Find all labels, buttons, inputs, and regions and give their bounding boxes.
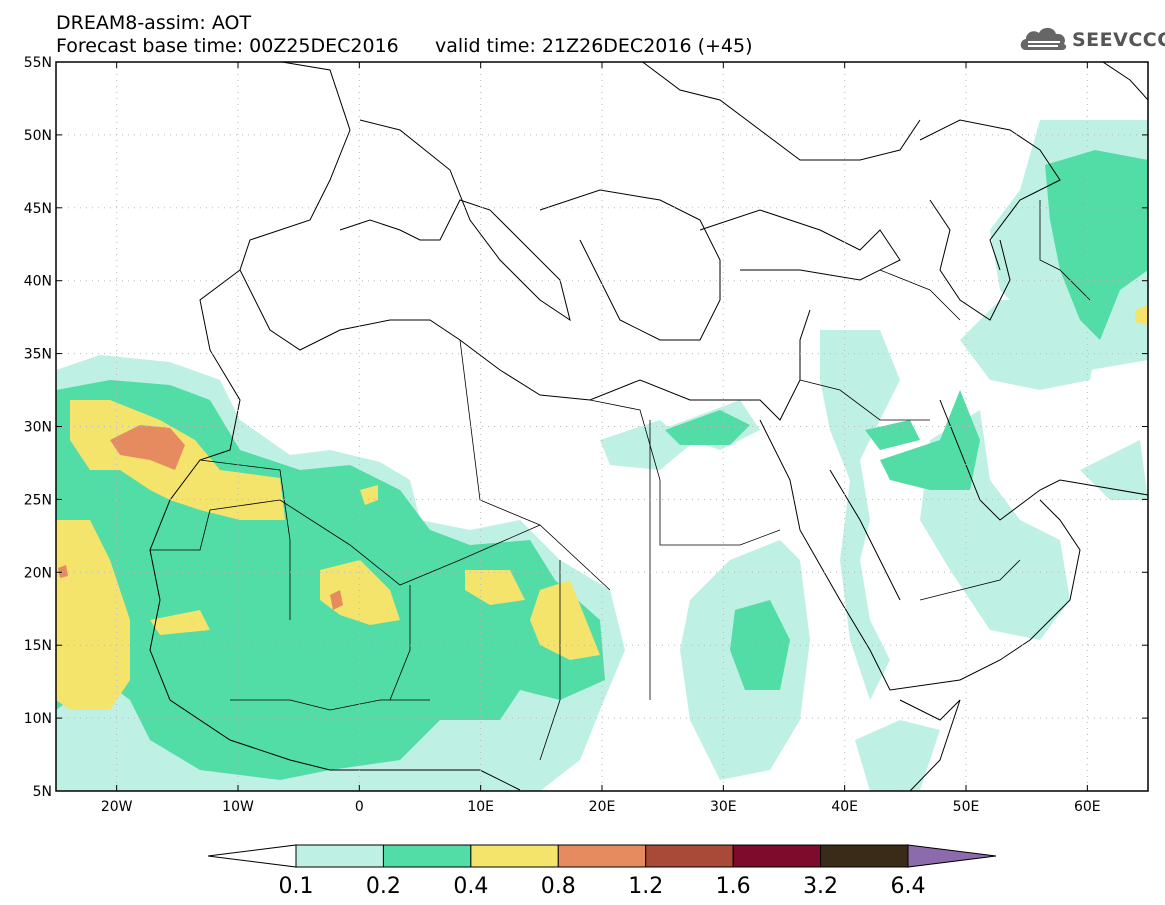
colorbar-label: 0.1: [279, 874, 314, 899]
colorbar-box: [732, 844, 822, 868]
valid-time: valid time: 21Z26DEC2016 (+45): [435, 35, 753, 57]
colorbar-label: 0.2: [366, 874, 401, 899]
logo-text: SEEVCCC: [1072, 29, 1165, 51]
lon-tick-label: 0: [355, 799, 364, 815]
colorbar-box: [557, 844, 647, 868]
colorbar-box: [382, 844, 472, 868]
lat-tick-label: 15N: [24, 638, 52, 654]
colorbar-low-arrow: [207, 844, 297, 868]
colorbar-label: 1.6: [716, 874, 751, 899]
colorbar-high-arrow: [907, 844, 997, 868]
lat-tick-label: 50N: [24, 128, 52, 144]
base-time: Forecast base time: 00Z25DEC2016: [56, 35, 399, 57]
lat-tick-label: 30N: [24, 420, 52, 436]
colorbar-box: [820, 844, 909, 868]
lat-tick-label: 35N: [24, 347, 52, 363]
lon-tick-label: 20W: [101, 799, 133, 815]
lat-tick-label: 25N: [24, 492, 52, 508]
gridlines: [56, 62, 1148, 791]
forecast-times: Forecast base time: 00Z25DEC2016 valid t…: [56, 35, 753, 57]
lon-tick-label: 20E: [589, 799, 616, 815]
aot-level-0.8: [58, 425, 343, 610]
colorbar: 0.1 0.2 0.4 0.8 1.2 1.6 3.2 6.4: [207, 844, 997, 899]
colorbar-label: 0.4: [453, 874, 488, 899]
colorbar-box: [645, 844, 734, 868]
map-title: DREAM8-assim: AOT: [56, 12, 252, 34]
lon-tick-label: 10W: [222, 799, 254, 815]
lat-tick-label: 40N: [24, 274, 52, 290]
coastlines: [149, 62, 1148, 791]
colorbar-label: 6.4: [891, 874, 926, 899]
colorbar-label: 3.2: [803, 874, 838, 899]
lat-tick-label: 10N: [24, 711, 52, 727]
lon-tick-label: 60E: [1074, 799, 1101, 815]
colorbar-box: [295, 844, 384, 868]
lat-tick-label: 20N: [24, 565, 52, 581]
colorbar-box: [470, 844, 559, 868]
lon-tick-label: 40E: [831, 799, 858, 815]
aot-field: [56, 120, 1148, 791]
lat-tick-label: 55N: [24, 55, 52, 71]
lon-tick-label: 50E: [953, 799, 980, 815]
lon-tick-label: 10E: [467, 799, 494, 815]
lat-tick-label: 45N: [24, 201, 52, 217]
seevccc-logo: SEEVCCC: [1018, 22, 1165, 56]
colorbar-label: 0.8: [541, 874, 576, 899]
lon-tick-label: 30E: [710, 799, 737, 815]
cloud-icon: [1020, 27, 1067, 50]
axis-ticks: 55N 50N 45N 40N 35N 30N 25N 20N 15N 10N 5N 20W 10W 0 1…: [24, 55, 1148, 815]
colorbar-label: 1.2: [628, 874, 663, 899]
lat-tick-label: 5N: [33, 784, 52, 800]
borders: [150, 200, 1091, 761]
